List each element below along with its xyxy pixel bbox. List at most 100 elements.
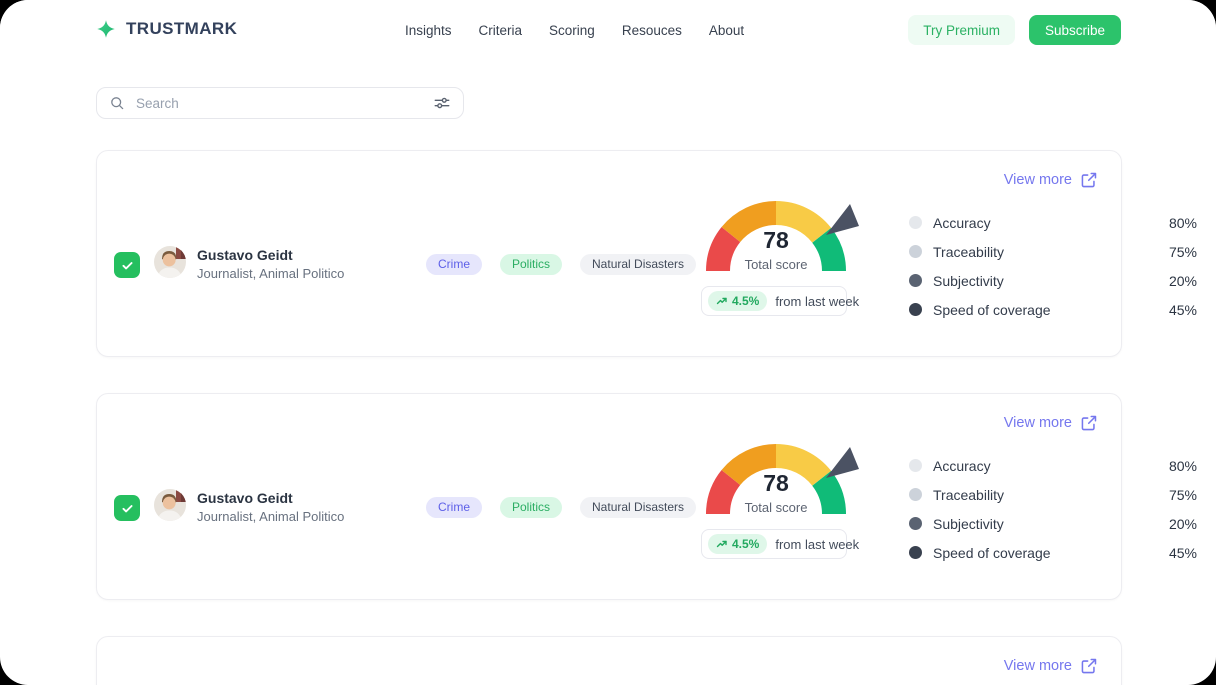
metric-row-subjectivity: Subjectivity 20%	[909, 513, 1197, 534]
total-score-caption: Total score	[744, 500, 808, 515]
metric-label: Subjectivity	[933, 272, 1004, 289]
metrics-list: Accuracy 80% Traceability 75% Subjectivi…	[909, 212, 1197, 328]
metric-value: 20%	[1168, 272, 1197, 289]
trend-pill: 4.5%	[708, 291, 768, 311]
nav-item-scoring[interactable]: Scoring	[549, 22, 595, 38]
journalist-card: View more	[96, 150, 1197, 357]
metric-dot	[909, 216, 922, 229]
topic-tags: Crime Politics Natural Disasters	[426, 497, 697, 519]
total-score-caption: Total score	[744, 257, 808, 272]
metric-label: Speed of coverage	[933, 301, 1051, 318]
score-gauge-chart	[705, 444, 859, 515]
try-premium-button[interactable]: Try Premium	[908, 15, 1015, 45]
metric-row-subjectivity: Subjectivity 20%	[909, 270, 1197, 291]
gauge-center-text: 78 Total score	[698, 470, 854, 515]
brand-logo[interactable]: TRUSTMARK	[96, 19, 237, 39]
journalist-card: View more	[96, 393, 1197, 600]
journalist-card-partial: View more	[96, 636, 1122, 685]
trend-caption: from last week	[775, 536, 860, 552]
sparkle-icon	[97, 20, 115, 38]
metric-label: Traceability	[933, 486, 1005, 503]
trend-value: 4.5%	[732, 294, 760, 308]
person-role: Journalist, Animal Politico	[197, 509, 345, 524]
metric-value: 20%	[1168, 515, 1197, 532]
external-link-icon	[1081, 658, 1097, 674]
trending-up-icon	[716, 540, 727, 548]
header-actions: Try Premium Subscribe	[908, 15, 1121, 45]
metric-dot	[909, 546, 922, 559]
gauge-pointer-icon	[826, 447, 859, 478]
external-link-icon	[1081, 172, 1097, 188]
nav-item-about[interactable]: About	[708, 22, 745, 38]
metric-label: Subjectivity	[933, 515, 1004, 532]
metric-value: 45%	[1168, 544, 1197, 561]
metric-label: Speed of coverage	[933, 544, 1051, 561]
checkmark-icon	[122, 261, 132, 269]
tag-crime[interactable]: Crime	[426, 497, 482, 519]
metric-row-traceability: Traceability 75%	[909, 484, 1197, 505]
view-more-label: View more	[1003, 415, 1072, 431]
trend-box: 4.5% from last week	[701, 286, 859, 316]
person-name: Gustavo Geidt	[197, 490, 293, 506]
view-more-label: View more	[1003, 172, 1072, 188]
tag-politics[interactable]: Politics	[500, 497, 563, 519]
trending-up-icon	[716, 297, 727, 305]
sliders-icon	[434, 97, 450, 109]
score-gauge-chart	[705, 201, 859, 272]
person-name: Gustavo Geidt	[197, 247, 293, 263]
tag-natural-disasters[interactable]: Natural Disasters	[580, 254, 697, 276]
person-info: Gustavo Geidt Journalist, Animal Politic…	[197, 247, 344, 281]
metric-row-traceability: Traceability 75%	[909, 241, 1197, 262]
gauge-pointer-icon	[826, 204, 859, 235]
filter-button[interactable]	[433, 94, 451, 112]
metric-label: Traceability	[933, 243, 1005, 260]
view-more-link[interactable]: View more	[1004, 414, 1098, 432]
metric-value: 80%	[1168, 457, 1197, 474]
metric-value: 75%	[1168, 243, 1197, 260]
nav-item-resouces[interactable]: Resouces	[621, 22, 682, 38]
total-score-value: 78	[763, 470, 789, 496]
nav-item-criteria[interactable]: Criteria	[478, 22, 523, 38]
metric-row-accuracy: Accuracy 80%	[909, 212, 1197, 233]
top-navbar: TRUSTMARK Insights Criteria Scoring Reso…	[0, 0, 1216, 60]
metric-dot	[909, 245, 922, 258]
row-checkbox-checked[interactable]	[114, 495, 140, 521]
external-link-icon	[1081, 415, 1097, 431]
person-info: Gustavo Geidt Journalist, Animal Politic…	[197, 490, 344, 524]
search-input[interactable]	[134, 94, 424, 112]
trend-value: 4.5%	[732, 537, 760, 551]
total-score-value: 78	[763, 227, 789, 253]
search-bar[interactable]	[96, 87, 464, 119]
metric-row-speed-of-coverage: Speed of coverage 45%	[909, 542, 1197, 563]
metric-dot	[909, 274, 922, 287]
person-role: Journalist, Animal Politico	[197, 266, 345, 281]
trend-caption: from last week	[775, 293, 860, 309]
view-more-link[interactable]: View more	[1004, 171, 1098, 189]
metric-dot	[909, 517, 922, 530]
view-more-link[interactable]: View more	[1004, 657, 1098, 675]
subscribe-button[interactable]: Subscribe	[1028, 15, 1121, 45]
tag-politics[interactable]: Politics	[500, 254, 563, 276]
brand-name: TRUSTMARK	[126, 19, 238, 38]
nav-item-insights[interactable]: Insights	[405, 22, 452, 38]
tag-natural-disasters[interactable]: Natural Disasters	[580, 497, 697, 519]
gauge-center-text: 78 Total score	[698, 227, 854, 272]
row-checkbox-checked[interactable]	[114, 252, 140, 278]
metric-dot	[909, 303, 922, 316]
metric-value: 75%	[1168, 486, 1197, 503]
metric-dot	[909, 488, 922, 501]
trend-pill: 4.5%	[708, 534, 768, 554]
tag-crime[interactable]: Crime	[426, 254, 482, 276]
metric-row-accuracy: Accuracy 80%	[909, 455, 1197, 476]
metrics-list: Accuracy 80% Traceability 75% Subjectivi…	[909, 455, 1197, 571]
trend-box: 4.5% from last week	[701, 529, 859, 559]
search-icon	[111, 97, 124, 110]
avatar	[154, 246, 186, 278]
metric-label: Accuracy	[933, 457, 991, 474]
results-list: View more	[96, 150, 1197, 685]
metric-value: 45%	[1168, 301, 1197, 318]
metric-row-speed-of-coverage: Speed of coverage 45%	[909, 299, 1197, 320]
view-more-label: View more	[1003, 658, 1072, 674]
metric-label: Accuracy	[933, 214, 991, 231]
